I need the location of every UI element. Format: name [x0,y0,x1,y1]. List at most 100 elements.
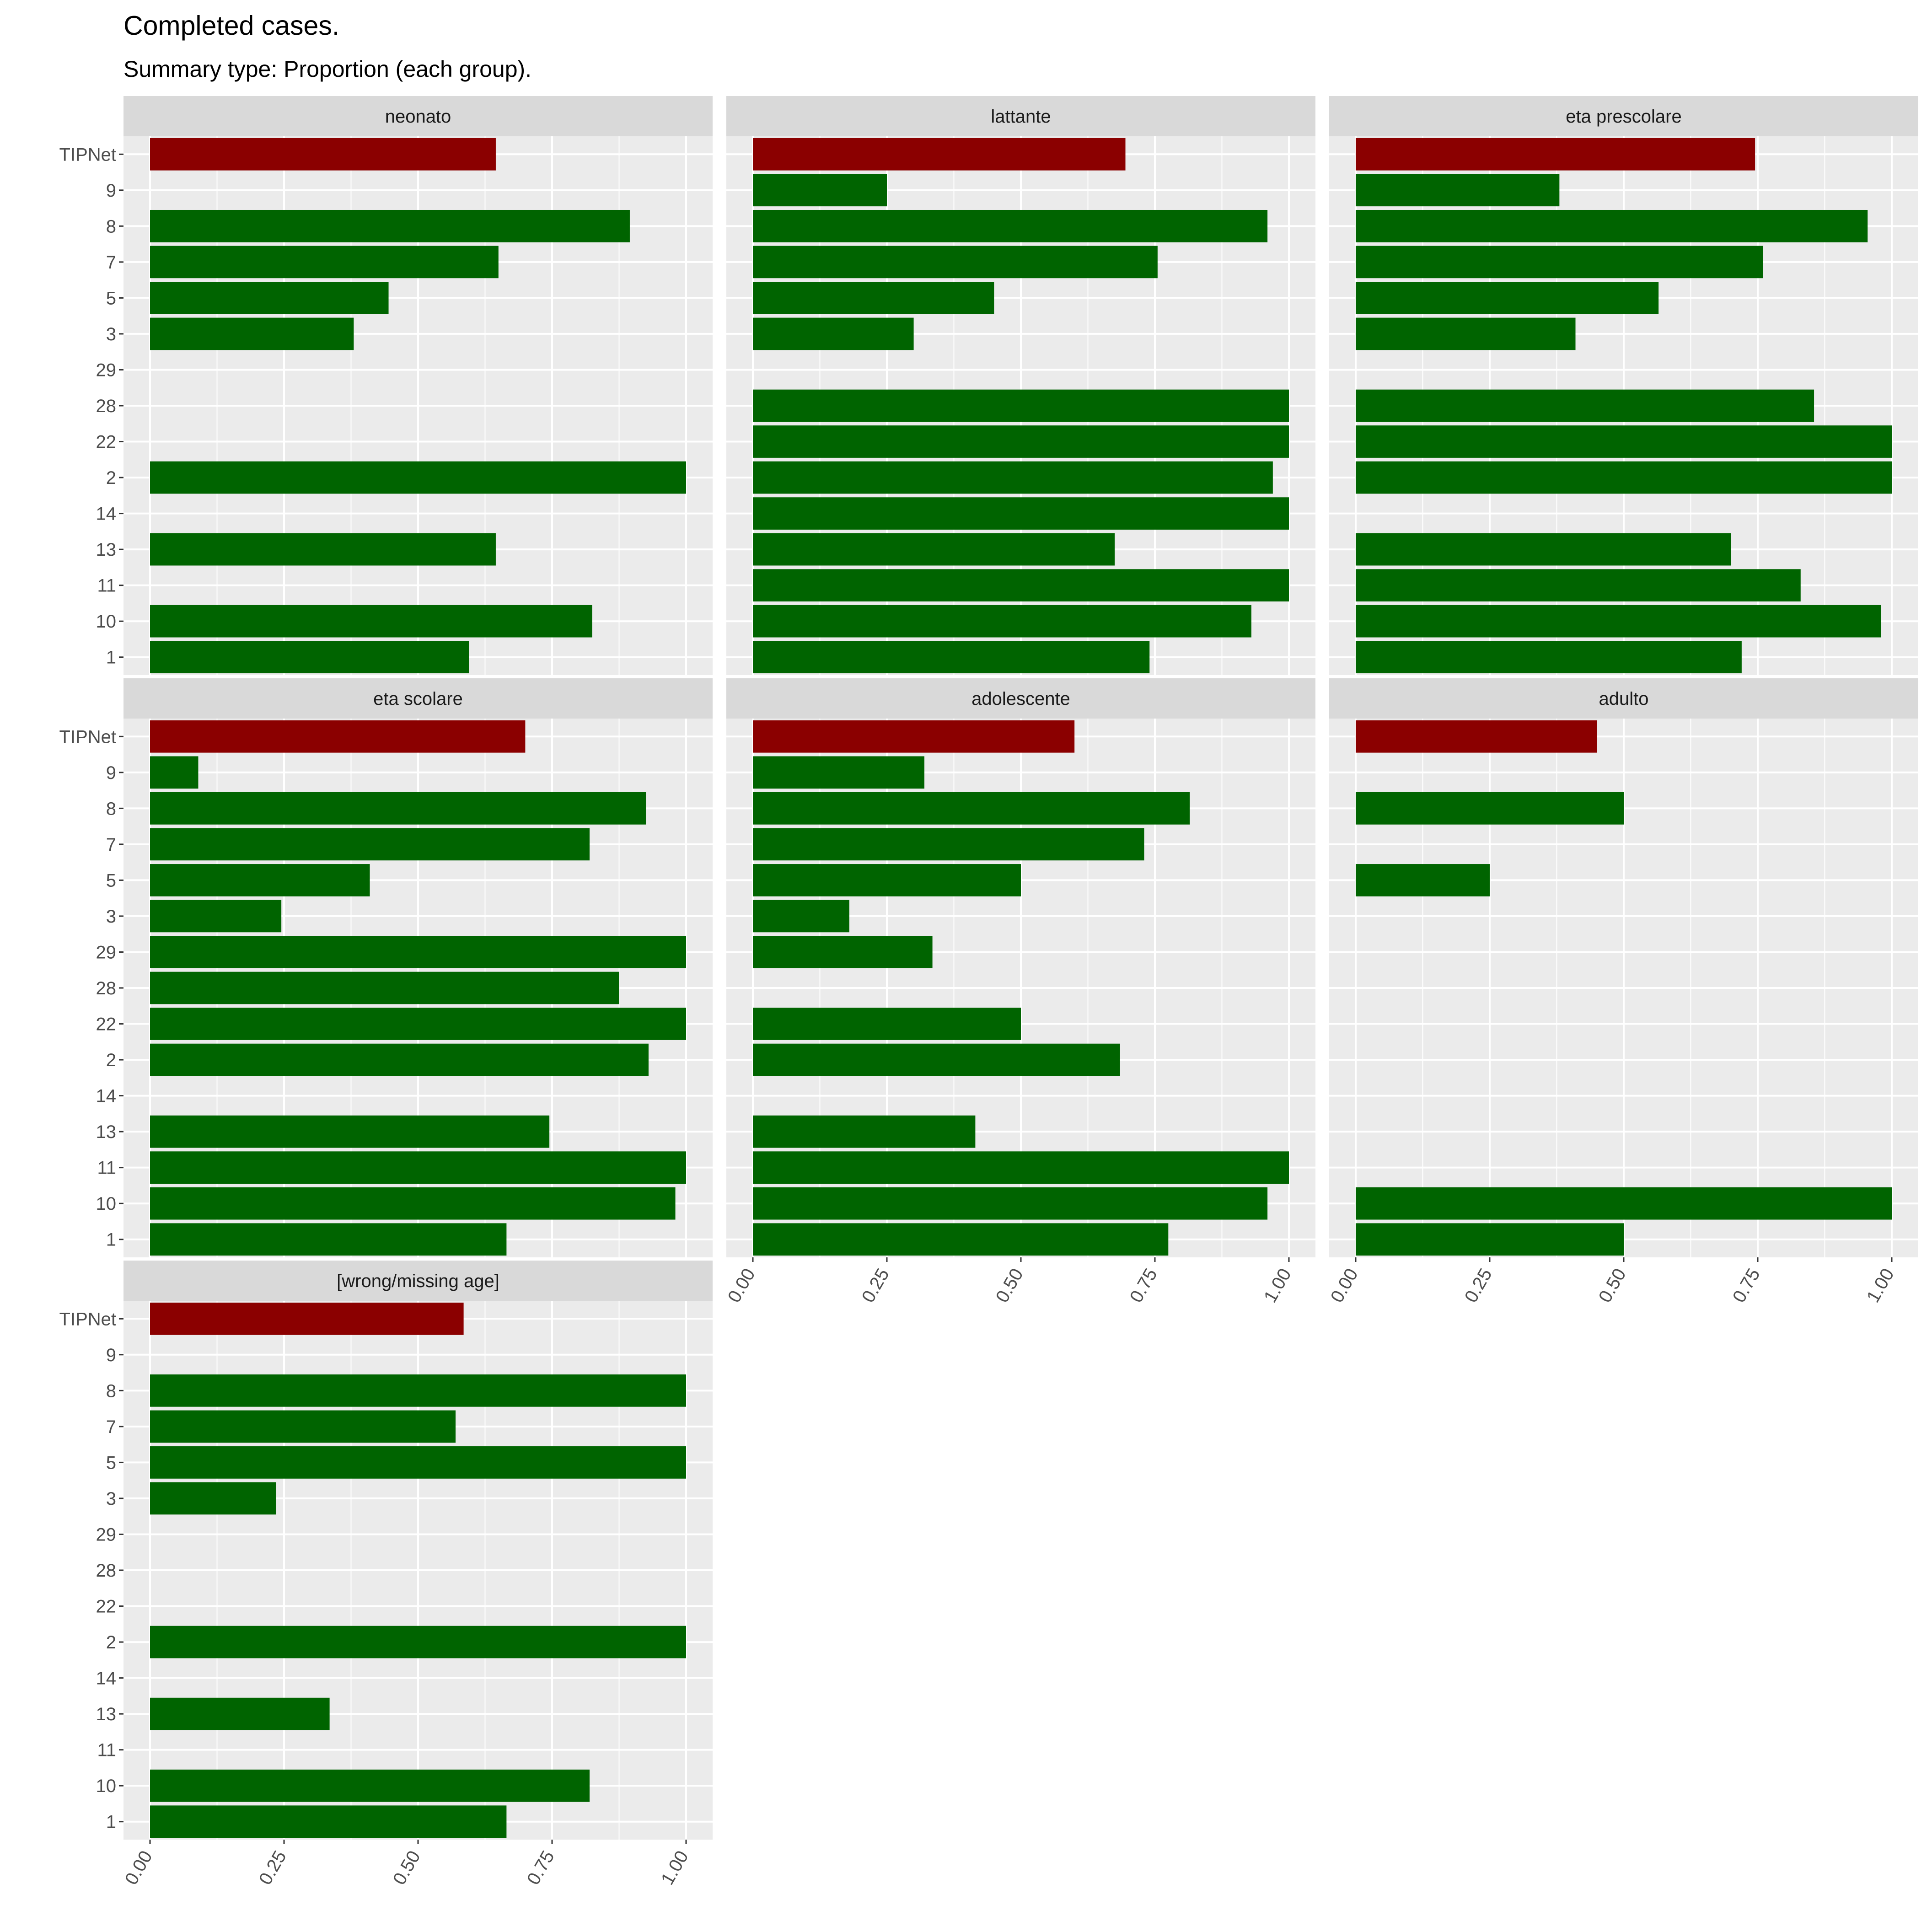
y-tick-label: 8 [106,216,116,236]
bar-center-2 [1356,461,1892,494]
x-tick-label: 0.00 [121,1847,156,1888]
bar-center-8 [150,1374,686,1407]
y-tick-label: 14 [96,504,117,524]
y-tick-label: 3 [106,1489,116,1509]
y-tick-label: 29 [96,360,117,380]
bar-center-7 [150,828,590,861]
bar-center-5 [1356,282,1659,314]
panel-strip-label: eta scolare [373,689,463,709]
bar-center-22 [753,1008,1021,1040]
panel-strip-label: eta prescolare [1566,107,1681,127]
y-tick-label: 1 [106,1230,116,1250]
panel-strip [123,96,713,136]
y-tick-label: 1 [106,648,116,668]
bar-center-9 [753,174,887,207]
bar-center-10 [1356,1187,1892,1220]
bar-center-2 [753,1043,1120,1076]
y-tick-label: 11 [97,1740,116,1760]
bar-center-8 [150,209,630,242]
y-tick-label: 14 [96,1086,117,1106]
bar-center-7 [753,828,1144,861]
x-tick-label: 1.00 [1260,1265,1295,1306]
bar-center-11 [753,569,1289,602]
y-tick-label: 2 [106,1632,116,1653]
bar-center-10 [150,1769,590,1802]
y-tick-label: 1 [106,1812,116,1832]
bar-tipnet [753,720,1075,753]
bar-center-3 [150,900,282,933]
bar-center-9 [753,756,925,789]
bar-center-28 [150,971,619,1004]
y-tick-label: 5 [106,870,116,891]
y-tick-label: 7 [106,835,116,855]
bar-center-10 [150,1187,676,1220]
y-tick-label: 13 [96,1704,117,1724]
y-tick-label: TIPNet [59,145,116,165]
panel-strip [123,1261,713,1301]
bar-center-13 [1356,533,1731,566]
bar-center-5 [753,282,994,314]
panel-strip [726,678,1315,719]
x-tick-label: 0.50 [992,1265,1027,1306]
y-tick-label: 29 [96,942,117,962]
bar-center-5 [150,1446,686,1479]
bar-center-10 [753,605,1251,638]
y-tick-label: 28 [96,396,117,416]
bar-center-5 [753,864,1021,896]
y-tick-label: 22 [96,1597,117,1617]
facet-panels: neonatoTIPNet987532928222141311101lattan… [59,96,1918,1888]
y-tick-label: 11 [97,576,116,596]
panel-strip [1329,96,1918,136]
bar-center-2 [150,1043,649,1076]
y-tick-label: 28 [96,978,117,998]
bar-center-1 [150,641,469,674]
y-tick-label: 5 [106,1453,116,1473]
bar-center-13 [150,1115,550,1148]
bar-center-9 [1356,174,1560,207]
y-tick-label: 13 [96,540,117,560]
bar-center-1 [1356,641,1742,674]
y-tick-label: 9 [106,181,116,201]
bar-center-5 [150,864,370,896]
bar-center-10 [1356,605,1881,638]
bar-center-7 [150,246,499,279]
bar-center-13 [150,533,496,566]
y-tick-label: 13 [96,1122,117,1142]
bar-center-10 [150,605,592,638]
panel-strip [123,678,713,719]
panel-strip-label: adolescente [971,689,1070,709]
x-tick-label: 1.00 [1863,1265,1898,1306]
panel-wrong-missing-age: [wrong/missing age]TIPNet987532928222141… [59,1261,713,1888]
bar-tipnet [1356,138,1755,171]
bar-center-1 [1356,1223,1624,1256]
panel-strip [726,96,1315,136]
panel-lattante: lattante [726,96,1315,675]
y-tick-label: 3 [106,907,116,927]
chart-title: Completed cases. [123,11,339,41]
bar-center-8 [753,792,1190,825]
bar-center-2 [150,1626,686,1658]
y-tick-label: 9 [106,763,116,783]
bar-center-13 [753,1115,976,1148]
bar-center-3 [753,317,914,350]
y-tick-label: 28 [96,1561,117,1581]
bar-center-28 [1356,389,1814,422]
bar-center-11 [1356,569,1801,602]
y-tick-label: 22 [96,432,117,452]
bar-center-2 [150,461,686,494]
bar-center-9 [150,756,199,789]
y-tick-label: 3 [106,324,116,344]
y-tick-label: 10 [96,1776,117,1796]
y-tick-label: 2 [106,1050,116,1070]
bar-center-29 [150,936,686,968]
bar-center-8 [753,209,1268,242]
bar-tipnet [753,138,1126,171]
bar-center-7 [150,1410,456,1443]
bar-tipnet [150,138,496,171]
bar-center-22 [150,1008,686,1040]
y-tick-label: 29 [96,1524,117,1545]
bar-center-1 [753,641,1150,674]
bar-center-22 [1356,425,1892,458]
